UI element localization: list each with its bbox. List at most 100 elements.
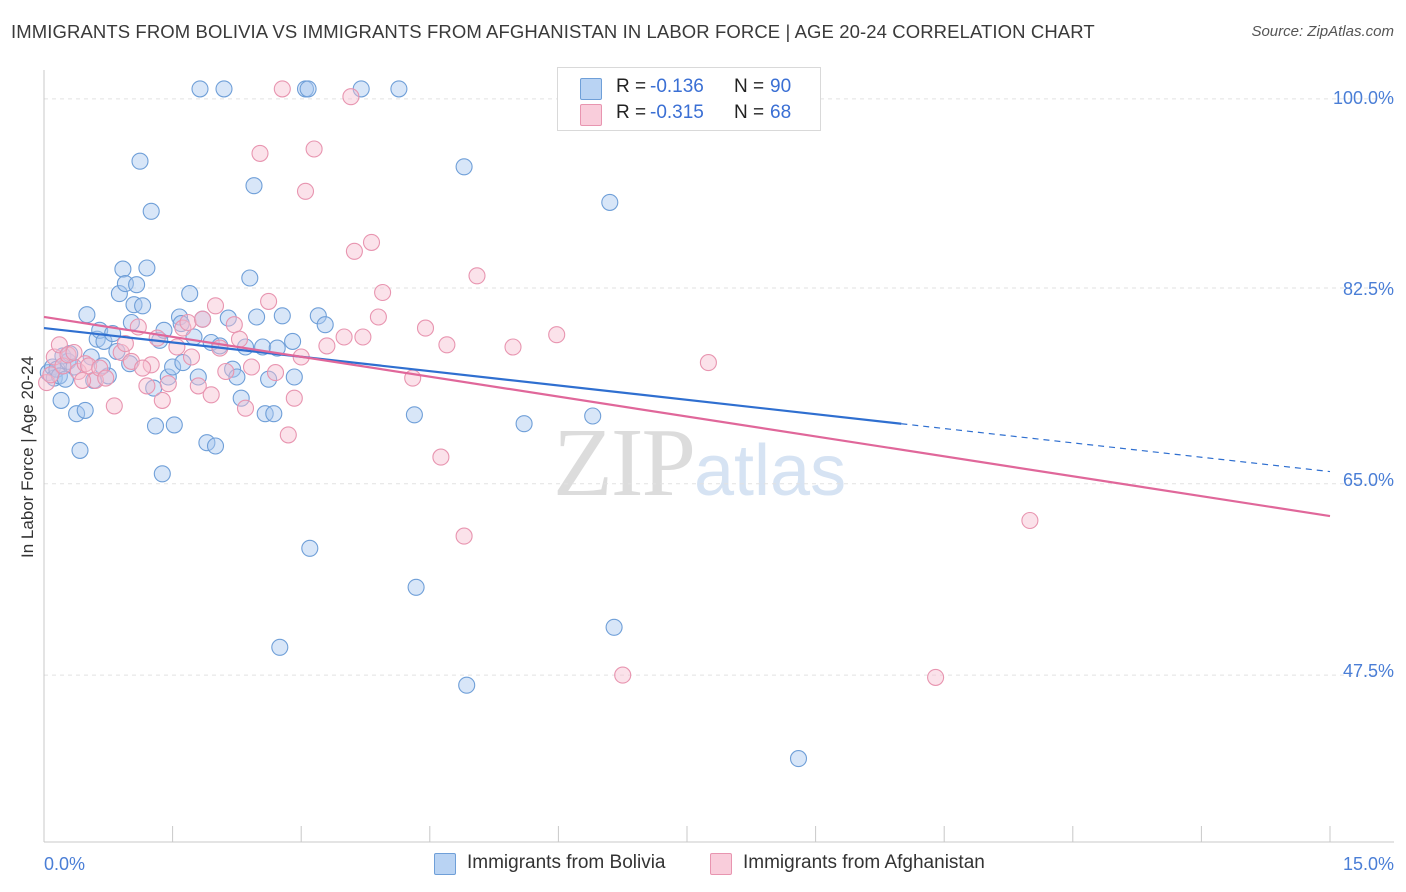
bolivia-point [271, 638, 289, 656]
y-tick-label: 47.5% [1343, 661, 1394, 681]
bolivia-point [301, 539, 319, 557]
afghanistan-point [438, 336, 456, 354]
bolivia-point [601, 193, 619, 211]
bolivia-point [78, 306, 96, 324]
afghanistan-point [236, 399, 255, 417]
afghanistan-point [91, 359, 109, 377]
afghanistan-point [273, 80, 291, 98]
bolivia-point [153, 465, 171, 483]
afghanistan-point [54, 357, 72, 375]
bolivia-point [206, 437, 225, 455]
legend-r-value: -0.136 [650, 76, 704, 97]
bottom-legend-swatch-bolivia [434, 853, 456, 875]
afghanistan-point [134, 359, 152, 377]
bolivia-point [189, 368, 207, 386]
bolivia-point [219, 309, 237, 327]
bolivia-point [138, 259, 156, 277]
bolivia-point [104, 325, 122, 343]
bolivia-point [232, 389, 250, 407]
bolivia-point [455, 158, 473, 176]
y-tick-label: 82.5% [1343, 279, 1394, 299]
bolivia-point [228, 368, 246, 386]
afghanistan-trend-line [43, 315, 1331, 518]
afghanistan-point [342, 88, 360, 106]
afghanistan-point [42, 366, 60, 384]
afghanistan-point [279, 426, 297, 444]
bolivia-point [405, 406, 423, 424]
bolivia-point [134, 297, 152, 315]
chart-source: Source: ZipAtlas.com [1251, 23, 1394, 40]
bolivia-point [245, 177, 263, 195]
afghanistan-point [354, 328, 372, 346]
y-tick-label: 100.0% [1333, 88, 1394, 108]
bolivia-point [605, 618, 623, 636]
bolivia-point [142, 202, 160, 220]
legend-n-value: 68 [770, 102, 792, 123]
afghanistan-point [699, 354, 717, 372]
bolivia-point [789, 750, 808, 768]
watermark-atlas: atlas [694, 431, 847, 511]
afghanistan-point [242, 358, 261, 376]
legend-r-label: R = [616, 76, 647, 97]
bolivia-point [265, 405, 283, 423]
x-tick-label: 0.0% [44, 854, 85, 874]
bolivia-point [458, 676, 476, 694]
afghanistan-point [305, 140, 323, 158]
afghanistan-point [296, 182, 315, 200]
bolivia-point [114, 260, 132, 278]
bolivia-point [128, 276, 146, 294]
afghanistan-point [74, 371, 92, 389]
x-tick-label: 15.0% [1343, 854, 1394, 874]
bolivia-point [181, 285, 199, 303]
legend-swatch-bolivia [580, 78, 602, 100]
bolivia-point [131, 152, 149, 170]
afghanistan-point [468, 267, 486, 285]
y-tick-label: 65.0% [1343, 470, 1394, 490]
bolivia-trend-extension [901, 423, 1331, 473]
afghanistan-point [97, 369, 115, 387]
chart-title: IMMIGRANTS FROM BOLIVIA VS IMMIGRANTS FR… [11, 21, 1095, 42]
legend-n-label: N = [734, 102, 765, 123]
afghanistan-point [116, 335, 134, 353]
legend-r-value: -0.315 [650, 102, 704, 123]
bolivia-point [215, 80, 233, 98]
legend-r-label: R = [616, 102, 647, 123]
afghanistan-point [260, 292, 278, 310]
afghanistan-point [432, 448, 450, 466]
bolivia-point [299, 80, 317, 98]
bottom-legend-label-bolivia: Immigrants from Bolivia [467, 852, 666, 873]
afghanistan-point [362, 233, 381, 251]
bolivia-point [284, 332, 302, 350]
afghanistan-point [202, 386, 220, 404]
afghanistan-point [182, 348, 201, 366]
afghanistan-point [369, 308, 387, 326]
bolivia-point [273, 307, 291, 325]
bottom-legend-label-afghanistan: Immigrants from Afghanistan [743, 852, 985, 873]
bolivia-point [256, 405, 274, 423]
bolivia-point [407, 578, 425, 596]
afghanistan-point [548, 326, 566, 344]
bolivia-point [584, 407, 602, 425]
legend-n-label: N = [734, 76, 765, 97]
bolivia-point [260, 370, 278, 388]
bolivia-point [76, 401, 94, 419]
bolivia-point [170, 308, 189, 326]
afghanistan-point [335, 328, 353, 346]
afghanistan-point [455, 527, 473, 545]
afghanistan-point [345, 242, 363, 260]
afghanistan-point [318, 337, 336, 355]
afghanistan-point [38, 374, 56, 392]
afghanistan-point [138, 377, 156, 395]
watermark: ZIPatlas [553, 405, 846, 519]
bolivia-point [191, 80, 209, 98]
afghanistan-point [179, 313, 197, 332]
afghanistan-point [153, 391, 171, 409]
afghanistan-point [225, 316, 243, 334]
bolivia-point [146, 417, 165, 435]
afghanistan-point [189, 377, 207, 395]
afghanistan-point [80, 357, 98, 375]
legend-swatch-afghanistan [580, 104, 602, 126]
bolivia-point [198, 434, 216, 452]
afghanistan-point [142, 356, 160, 374]
afghanistan-point [251, 144, 269, 162]
